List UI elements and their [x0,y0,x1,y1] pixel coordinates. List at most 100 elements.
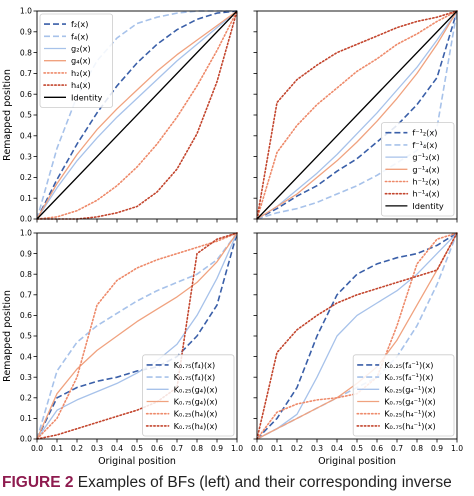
figure-canvas: 0.0 0.1 0.2 0.3 0.4 0.5 0.6 0.7 0.8 0.9 1.0 Remappe… [2,7,463,467]
y-tick-label-bottom-left-5: 0.5 [20,332,32,341]
legend-label-top-left-2: g₂(x) [71,44,91,54]
legend-label-bottom-right-4: K₀.₂₅(h₄⁻¹)(x) [384,409,436,419]
chart-panel-top-right: f⁻¹₂(x) f⁻¹₄(x) g⁻¹₂(x) g⁻¹₄(x) h⁻¹₂(x) h⁻¹₄(… [253,10,458,223]
x-tick-label-bottom-right-4: 0.4 [331,444,343,453]
x-tick-label-bottom-left-2: 0.2 [71,444,83,453]
x-tick-label-bottom-left-1: 0.1 [51,444,63,453]
y-tick-label-bottom-left-0: 0.0 [20,435,32,444]
x-tick-label-bottom-left-9: 0.9 [211,444,223,453]
y-tick-label-top-left-3: 0.3 [20,152,32,161]
legend-label-bottom-right-0: K₀.₂₅(f₄⁻¹)(x) [384,360,433,370]
y-tick-label-bottom-left-4: 0.4 [20,352,32,361]
caption-label: FIGURE 2 [2,474,74,491]
legend-label-bottom-right-2: K₀.₂₅(g₄⁻¹)(x) [384,384,436,394]
series-line-top-left-4 [36,10,238,220]
x-tick-label-bottom-left-10: 1.0 [231,444,243,453]
series-line-top-right-4 [256,10,458,220]
series-line-bottom-right-0 [256,232,458,440]
series-line-bottom-left-4 [36,232,238,440]
series-line-bottom-left-3 [36,232,238,440]
legend-label-top-right-4: h⁻¹₂(x) [412,177,439,187]
x-axis-label-bottom-right: Original position [318,456,396,467]
y-axis-label-bottom-left: Remapped position [2,290,13,382]
legend-box-bottom-right [352,354,455,437]
y-tick-label-top-left-5: 0.5 [20,111,32,120]
legend-label-top-right-0: f⁻¹₂(x) [412,128,437,138]
x-tick-label-bottom-right-7: 0.7 [391,444,403,453]
x-tick-label-bottom-right-8: 0.8 [411,444,423,453]
y-axis-label-top-left: Remapped position [2,69,13,161]
legend-top-right: f⁻¹₂(x) f⁻¹₄(x) g⁻¹₂(x) g⁻¹₄(x) h⁻¹₂(x) h⁻¹₄(… [380,122,455,217]
legend-label-top-left-3: g₄(x) [71,56,91,66]
series-line-top-left-0 [36,10,238,220]
legend-box-bottom-left [142,354,235,437]
series-line-bottom-left-0 [36,232,238,440]
x-tick-label-bottom-left-0: 0.0 [31,444,43,453]
legend-label-top-left-6: Identity [71,92,103,102]
y-tick-label-bottom-left-3: 0.3 [20,373,32,382]
figure-caption: FIGURE 2 Examples of BFs (left) and thei… [2,470,474,496]
x-tick-label-bottom-right-3: 0.3 [311,444,323,453]
x-tick-label-bottom-left-3: 0.3 [91,444,103,453]
x-tick-label-bottom-right-5: 0.5 [351,444,363,453]
legend-label-bottom-right-5: K₀.₇₅(h₄⁻¹)(x) [384,421,436,431]
legend-label-bottom-right-3: K₀.₇₅(g₄⁻¹)(x) [384,397,436,407]
caption-text: Examples of BFs (left) and their corresp… [73,474,452,491]
chart-panel-bottom-right: 0.0 0.1 0.2 0.3 0.4 0.5 0.6 0.7 0.8 0.9 1.0 Origina… [251,232,463,467]
series-line-top-right-2 [256,10,458,220]
y-tick-label-top-left-6: 0.6 [20,90,32,99]
x-axis-label-bottom-left: Original position [98,456,176,467]
legend-label-bottom-right-1: K₀.₇₅(f₄⁻¹)(x) [384,372,433,382]
x-tick-label-bottom-right-6: 0.6 [371,444,383,453]
legend-label-top-right-3: g⁻¹₄(x) [412,164,439,174]
y-tick-label-bottom-left-2: 0.2 [20,394,32,403]
y-tick-label-top-left-10: 1.0 [20,7,32,16]
series-line-bottom-right-5 [256,232,458,440]
y-tick-label-bottom-left-8: 0.8 [20,270,32,279]
legend-label-bottom-left-0: K₀.₇₅(f₄)(x) [174,360,216,370]
legend-box-top-right [380,122,455,217]
series-line-bottom-left-2 [36,232,238,440]
x-tick-label-bottom-left-4: 0.4 [111,444,123,453]
legend-label-top-left-5: h₄(x) [71,80,91,90]
legend-label-top-right-5: h⁻¹₄(x) [412,189,439,199]
legend-top-left: f₂(x) f₄(x) g₂(x) g₄(x) h₂(x) h₄(x) Identity [39,13,113,108]
series-line-top-right-5 [256,10,458,220]
chart-panel-top-left: 0.0 0.1 0.2 0.3 0.4 0.5 0.6 0.7 0.8 0.9 1.0 Remappe… [2,7,238,224]
y-tick-label-top-left-0: 0.0 [20,215,32,224]
legend-bottom-right: K₀.₂₅(f₄⁻¹)(x) K₀.₇₅(f₄⁻¹)(x) K₀.₂₅(g₄⁻¹)(… [352,354,455,437]
series-line-bottom-right-2 [256,232,458,440]
legend-label-bottom-left-3: K₀.₇₅(g₄)(x) [174,397,218,407]
legend-label-top-left-0: f₂(x) [71,19,88,29]
chart-panel-bottom-left: 0.0 0.1 0.2 0.3 0.4 0.5 0.6 0.7 0.8 0.9 1.0 0.0 0.1 0… [2,229,243,467]
y-tick-label-bottom-left-6: 0.6 [20,311,32,320]
series-line-top-right-3 [256,10,458,220]
y-tick-label-bottom-left-9: 0.9 [20,249,32,258]
x-tick-label-bottom-right-0: 0.0 [251,444,263,453]
legend-bottom-left: K₀.₇₅(f₄)(x) K₀.₇₅(f₄)(x) K₀.₂₅(g₄)(x) K₀.₇… [142,354,235,437]
legend-label-bottom-left-1: K₀.₇₅(f₄)(x) [174,372,216,382]
legend-label-top-right-2: g⁻¹₂(x) [412,152,439,162]
legend-label-top-left-4: h₂(x) [71,68,91,78]
x-tick-label-bottom-left-8: 0.8 [191,444,203,453]
series-line-top-left-3 [36,10,238,220]
y-tick-label-top-left-1: 0.1 [20,194,32,203]
x-tick-label-bottom-left-6: 0.6 [151,444,163,453]
y-tick-label-bottom-left-1: 0.1 [20,414,32,423]
y-tick-label-bottom-left-7: 0.7 [20,291,32,300]
legend-label-top-left-1: f₄(x) [71,31,88,41]
x-tick-label-bottom-right-10: 1.0 [451,444,463,453]
y-tick-label-top-left-2: 0.2 [20,173,32,182]
x-tick-label-bottom-left-7: 0.7 [171,444,183,453]
series-line-top-left-2 [36,10,238,220]
series-line-top-right-6 [256,10,458,220]
y-tick-label-top-left-7: 0.7 [20,69,32,78]
series-line-bottom-left-5 [36,232,238,440]
y-tick-label-top-left-9: 0.9 [20,28,32,37]
y-tick-label-top-left-8: 0.8 [20,48,32,57]
legend-label-bottom-left-2: K₀.₂₅(g₄)(x) [174,384,218,394]
series-line-bottom-left-1 [36,232,238,440]
x-tick-label-bottom-left-5: 0.5 [131,444,143,453]
series-line-top-left-6 [36,10,238,220]
legend-label-top-right-1: f⁻¹₄(x) [412,140,437,150]
